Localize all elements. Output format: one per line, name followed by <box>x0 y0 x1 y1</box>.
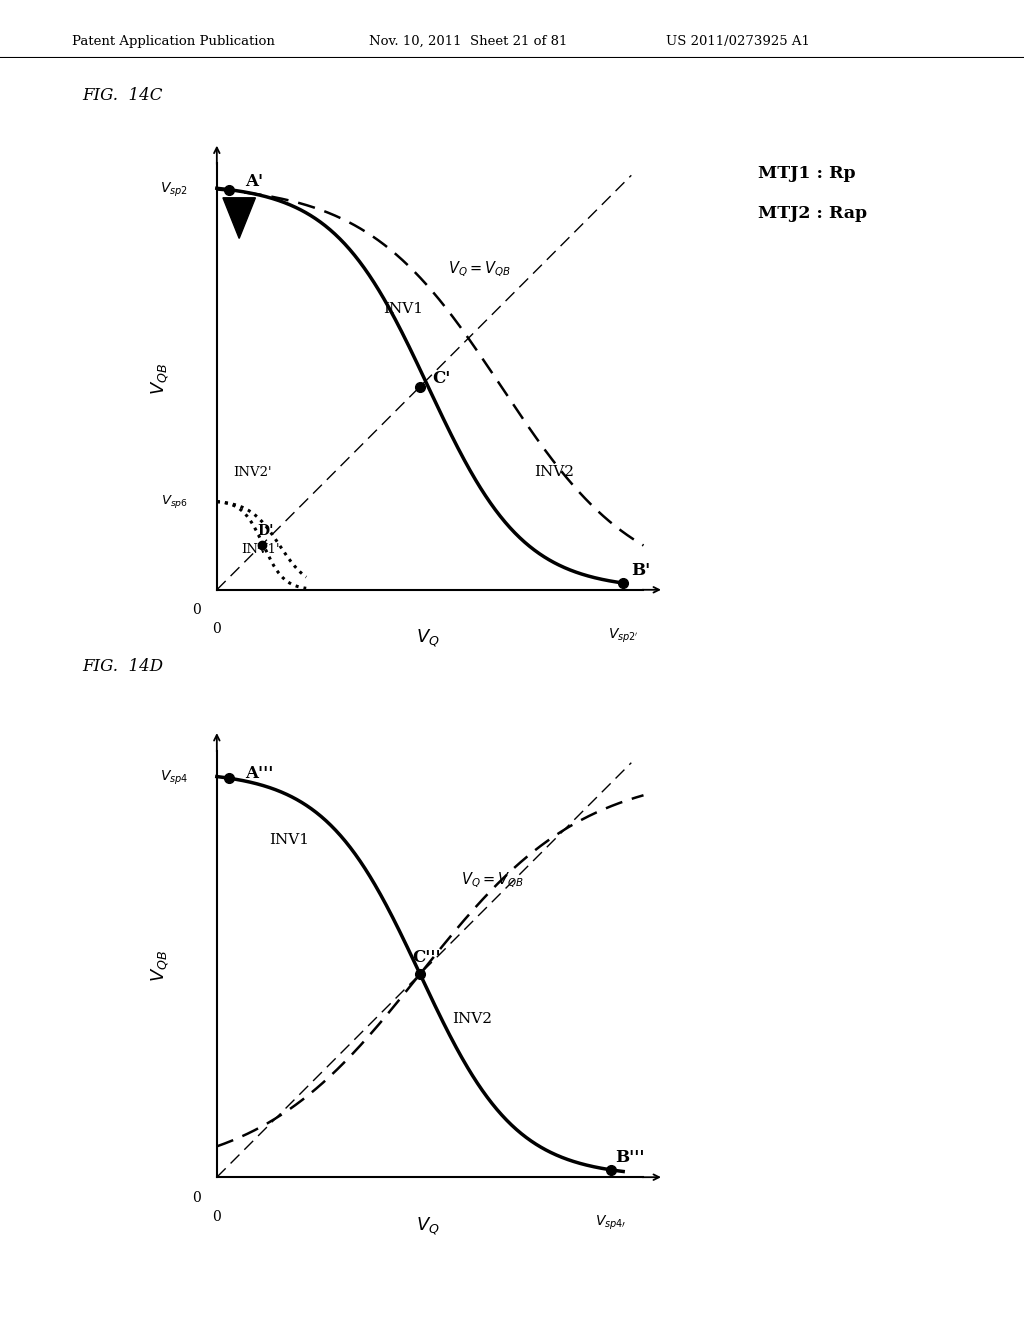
Text: $V_{sp6}$: $V_{sp6}$ <box>162 492 188 510</box>
Text: $V_{sp2'}$: $V_{sp2'}$ <box>608 627 639 644</box>
Text: A': A' <box>246 173 263 190</box>
Text: 0: 0 <box>193 603 201 618</box>
Text: FIG.  14C: FIG. 14C <box>82 87 163 104</box>
Text: $V_Q=V_{QB}$: $V_Q=V_{QB}$ <box>449 259 511 279</box>
Text: B': B' <box>632 562 650 579</box>
Text: INV2: INV2 <box>534 465 573 479</box>
Text: MTJ1 : Rp: MTJ1 : Rp <box>758 165 855 182</box>
Text: C''': C''' <box>412 949 440 966</box>
Text: D': D' <box>257 524 274 539</box>
Text: INV1: INV1 <box>269 833 309 847</box>
Text: A''': A''' <box>246 766 273 783</box>
Text: C': C' <box>432 370 451 387</box>
Text: $V_{QB}$: $V_{QB}$ <box>150 950 171 982</box>
Text: $V_{sp4}$: $V_{sp4}$ <box>160 770 188 787</box>
Text: $V_{sp4\prime}$: $V_{sp4\prime}$ <box>595 1214 627 1232</box>
Text: $V_{QB}$: $V_{QB}$ <box>150 363 171 395</box>
Text: 0: 0 <box>212 622 221 636</box>
Text: US 2011/0273925 A1: US 2011/0273925 A1 <box>666 34 810 48</box>
Text: Nov. 10, 2011  Sheet 21 of 81: Nov. 10, 2011 Sheet 21 of 81 <box>369 34 567 48</box>
Text: $V_Q$: $V_Q$ <box>416 1216 440 1237</box>
Polygon shape <box>223 198 255 239</box>
Text: FIG.  14D: FIG. 14D <box>82 657 163 675</box>
Text: $V_Q$: $V_Q$ <box>416 628 440 649</box>
Text: INV1': INV1' <box>242 544 280 556</box>
Text: B''': B''' <box>615 1148 644 1166</box>
Text: 0: 0 <box>193 1191 201 1205</box>
Text: $V_Q=V_{QB}$: $V_Q=V_{QB}$ <box>461 871 523 890</box>
Text: INV1: INV1 <box>383 302 424 317</box>
Text: 0: 0 <box>212 1209 221 1224</box>
Text: $V_{sp2}$: $V_{sp2}$ <box>161 181 188 199</box>
Text: INV2: INV2 <box>453 1011 493 1026</box>
Text: Patent Application Publication: Patent Application Publication <box>72 34 274 48</box>
Text: MTJ2 : Rap: MTJ2 : Rap <box>758 205 867 222</box>
Text: INV2': INV2' <box>233 466 271 479</box>
